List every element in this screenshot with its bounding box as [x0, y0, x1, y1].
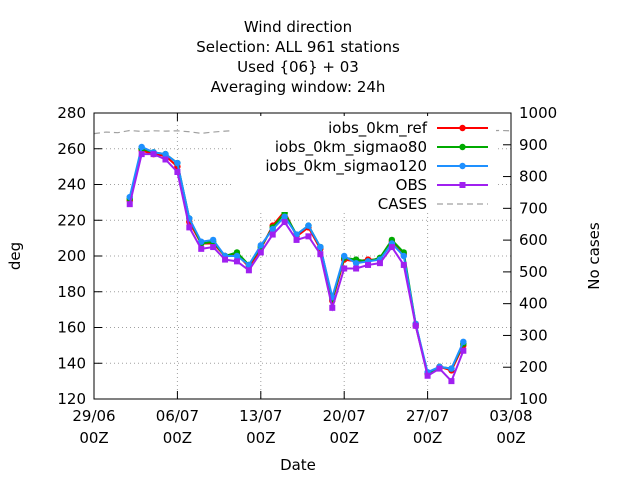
title-line-3: Used {06} + 03 [237, 58, 359, 76]
data-point [210, 244, 217, 251]
data-point [198, 238, 205, 245]
y2-axis-label: No cases [585, 222, 603, 290]
data-point [317, 251, 324, 258]
title-line-4: Averaging window: 24h [211, 78, 386, 96]
y2-tick-label: 300 [519, 326, 548, 344]
data-point [269, 231, 276, 238]
data-point [138, 143, 145, 151]
data-point [352, 259, 360, 267]
data-point [412, 322, 419, 329]
data-point [365, 261, 372, 268]
y-tick-label: 260 [57, 140, 86, 158]
data-point [317, 243, 324, 251]
data-point [341, 265, 348, 272]
data-point [174, 168, 181, 175]
data-point [460, 338, 467, 345]
data-point [305, 233, 312, 240]
y-tick-label: 140 [57, 354, 86, 372]
x-tick-label-time: 00Z [163, 429, 192, 447]
y2-tick-label: 600 [519, 231, 548, 249]
data-point [400, 252, 407, 260]
data-point [162, 150, 169, 158]
legend-label: OBS [396, 176, 427, 194]
y2-tick-label: 800 [519, 168, 548, 186]
data-point [448, 365, 455, 372]
title-line-2: Selection: ALL 961 stations [196, 38, 400, 56]
y-tick-label: 160 [57, 319, 86, 337]
x-tick-label-time: 00Z [496, 429, 525, 447]
data-point [209, 236, 217, 244]
data-point [233, 252, 241, 260]
legend-label: iobs_0km_sigmao80 [275, 138, 427, 157]
y2-tick-label: 100 [519, 390, 548, 408]
y2-tick-label: 900 [519, 136, 548, 154]
x-tick-label-date: 20/07 [323, 407, 366, 425]
y-tick-label: 120 [57, 390, 86, 408]
legend-swatch-marker [459, 124, 466, 132]
legend: iobs_0km_refiobs_0km_sigmao80iobs_0km_si… [232, 116, 496, 213]
data-point [293, 236, 300, 243]
data-point [281, 213, 288, 220]
x-tick-label-time: 00Z [330, 429, 359, 447]
x-axis-label: Date [280, 456, 316, 474]
data-point [305, 222, 312, 229]
x-tick-label-date: 06/07 [156, 407, 199, 425]
data-point [341, 252, 348, 260]
legend-swatch-marker [459, 162, 466, 170]
y-tick-label: 280 [57, 104, 86, 122]
chart-title: Wind direction Selection: ALL 961 statio… [196, 18, 400, 96]
data-point [436, 365, 443, 372]
x-tick-label-time: 00Z [413, 429, 442, 447]
series-obs [126, 151, 467, 385]
y2-tick-label: 400 [519, 295, 548, 313]
legend-label: iobs_0km_sigmao120 [265, 157, 427, 176]
y-tick-label: 220 [57, 211, 86, 229]
data-point [162, 156, 169, 163]
data-point [448, 378, 455, 385]
data-point [186, 224, 193, 231]
legend-swatch-marker [459, 182, 466, 188]
legend-label: iobs_0km_ref [328, 119, 428, 138]
data-point [150, 151, 157, 158]
y2-tick-label: 200 [519, 358, 548, 376]
x-tick-label-date: 03/08 [489, 407, 532, 425]
data-point [329, 304, 336, 311]
data-point [233, 258, 240, 265]
x-tick-label-time: 00Z [246, 429, 275, 447]
y2-tick-label: 1000 [519, 104, 557, 122]
y-axis-label: deg [6, 242, 24, 270]
legend-background [232, 116, 496, 212]
data-point [269, 225, 276, 233]
legend-swatch-marker [459, 143, 466, 151]
x-tick-label-date: 13/07 [239, 407, 282, 425]
data-point [174, 159, 181, 167]
axis-ticks: 120 140 160 180 200 220 240 260 280 100 200 300 400 5… [57, 104, 557, 447]
data-point [126, 201, 133, 208]
data-point [424, 372, 431, 379]
y-tick-label: 240 [57, 176, 86, 194]
data-point [257, 249, 264, 256]
series-layer [126, 143, 467, 385]
y2-tick-label: 500 [519, 263, 548, 281]
y-tick-label: 180 [57, 283, 86, 301]
data-point [400, 261, 407, 268]
title-line-1: Wind direction [244, 18, 352, 36]
x-tick-label-date: 29/06 [72, 407, 115, 425]
data-point [353, 265, 360, 272]
data-point [460, 347, 467, 354]
data-point [245, 267, 252, 274]
legend-label: CASES [378, 195, 427, 213]
data-point [281, 219, 288, 226]
data-point [198, 245, 205, 252]
y2-tick-label: 700 [519, 199, 548, 217]
data-point [257, 242, 264, 249]
x-tick-label-time: 00Z [79, 429, 108, 447]
y-tick-label: 200 [57, 247, 86, 265]
data-point [222, 256, 229, 263]
data-point [376, 260, 383, 267]
data-point [388, 244, 395, 251]
data-point [138, 151, 145, 158]
x-tick-label-date: 27/07 [406, 407, 449, 425]
